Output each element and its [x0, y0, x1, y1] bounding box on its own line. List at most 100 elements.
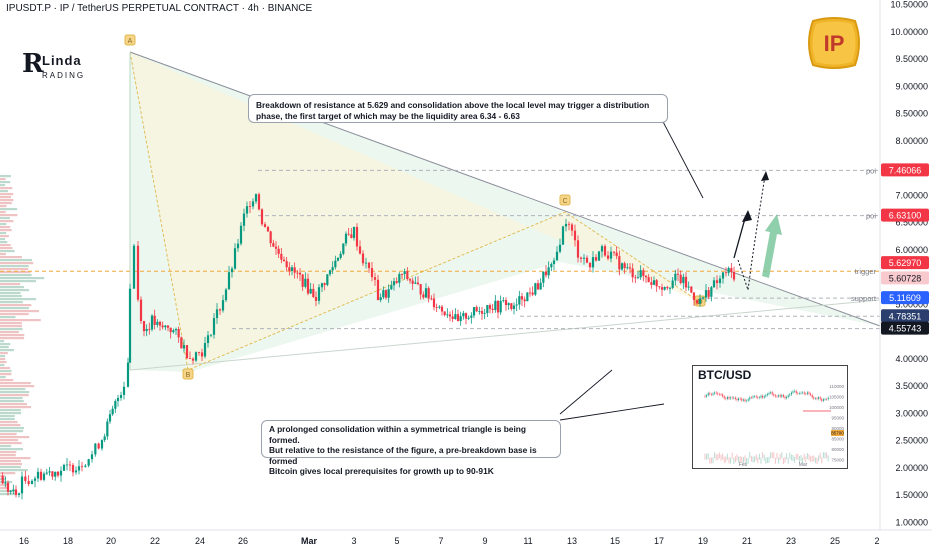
- candle-body: [403, 271, 406, 275]
- candle: [419, 284, 422, 300]
- candle-body: [582, 257, 586, 259]
- candle: [254, 193, 258, 204]
- candle: [504, 297, 508, 311]
- candle: [573, 224, 577, 247]
- candle: [534, 282, 537, 297]
- inset-last-price-bg: [831, 430, 844, 436]
- candle-body: [17, 493, 21, 495]
- candle-body: [588, 262, 592, 268]
- time-axis[interactable]: 16 18 20 22 24 26 Mar 3 5 7 9 11 13 15 17 19 21 23 25 2: [0, 529, 932, 546]
- candle-body: [628, 267, 632, 269]
- candle: [732, 266, 736, 282]
- inset-candle-body: [776, 396, 778, 397]
- candle: [406, 267, 409, 281]
- time-tick-label: 3: [351, 536, 356, 546]
- candle-body: [218, 309, 222, 311]
- pattern-point-A: A: [124, 34, 136, 46]
- inset-candle: [736, 397, 738, 461]
- candle-body: [520, 296, 524, 300]
- candle: [296, 270, 299, 279]
- inset-time-tick: Feb: [739, 462, 748, 468]
- inset-candle-body: [786, 397, 788, 399]
- candle-body: [682, 276, 685, 283]
- inset-candle-body: [816, 398, 818, 400]
- candle: [54, 471, 57, 481]
- candle-body: [727, 268, 730, 273]
- volume-profile-bar: [0, 331, 19, 334]
- inset-candle: [827, 396, 829, 462]
- candle-body: [636, 277, 640, 279]
- volume-profile-bar: [0, 226, 11, 229]
- inset-candle-body: [730, 397, 732, 399]
- price-axis[interactable]: 10.50000 10.00000 9.50000 9.00000 8.50000 8.0…: [879, 0, 928, 530]
- candle-body: [68, 464, 72, 466]
- volume-profile-bar: [0, 472, 16, 475]
- inset-candle-body: [787, 395, 789, 398]
- candle: [306, 273, 310, 296]
- candle-body: [306, 278, 310, 294]
- candle: [539, 278, 542, 290]
- candle-body: [655, 280, 658, 287]
- candle: [692, 292, 696, 306]
- candle: [108, 409, 112, 424]
- callout-pointer-1: [559, 369, 613, 415]
- inset-candle-body: [792, 391, 794, 393]
- volume-profile-bar: [0, 256, 22, 259]
- inset-candle-body: [774, 395, 776, 397]
- candle: [475, 305, 478, 313]
- candle: [597, 250, 601, 262]
- candle-body: [4, 482, 7, 484]
- candle-body: [561, 226, 565, 245]
- inset-volume-bar: [771, 452, 773, 459]
- candle: [403, 268, 406, 280]
- volume-profile-bar: [0, 229, 12, 232]
- candle: [45, 468, 48, 476]
- candle: [277, 245, 280, 258]
- volume-profile-bar: [0, 253, 6, 256]
- candle-body: [576, 240, 580, 258]
- candle-body: [296, 272, 299, 274]
- inset-volume-bar: [712, 457, 714, 464]
- candle-body: [191, 358, 195, 361]
- candle: [161, 321, 164, 330]
- candle-body: [230, 268, 234, 273]
- candle: [347, 228, 350, 236]
- candle: [14, 485, 18, 498]
- candle: [364, 257, 368, 269]
- candle-body: [526, 292, 529, 302]
- candle: [65, 458, 69, 471]
- inset-price-tick: 85000: [831, 437, 844, 442]
- candle: [269, 230, 272, 247]
- candle-body: [398, 274, 401, 283]
- projection-arrow-dotted: [737, 175, 766, 291]
- inset-candle-body: [778, 395, 780, 397]
- logo-mark: R: [22, 49, 44, 79]
- callout-top: Breakdown of resistance at 5.629 and con…: [248, 94, 668, 123]
- projection-arrows: [559, 115, 782, 421]
- inset-candle: [739, 397, 741, 463]
- volume-profile-bar: [0, 274, 32, 277]
- tag-trigger-a-text: 5.62970: [889, 258, 922, 268]
- volume-profile-bar: [0, 199, 14, 202]
- candle: [166, 325, 170, 332]
- candle: [576, 235, 580, 263]
- candle-body: [132, 245, 136, 289]
- candle-body: [39, 471, 43, 480]
- candle-body: [502, 300, 505, 301]
- candle: [298, 268, 302, 281]
- candle: [285, 257, 288, 272]
- candle: [639, 265, 642, 280]
- candle: [42, 471, 46, 482]
- candle: [600, 244, 604, 258]
- inset-volume-bar: [827, 455, 829, 462]
- candle-body: [585, 257, 589, 263]
- volume-profile-bar: [0, 271, 31, 274]
- inset-volume-bar: [738, 456, 740, 463]
- candle-body: [1, 476, 4, 484]
- candle: [676, 268, 680, 282]
- candle: [579, 256, 583, 263]
- candle-body: [432, 298, 436, 308]
- candle: [153, 309, 156, 330]
- volume-profile-bar: [0, 193, 14, 196]
